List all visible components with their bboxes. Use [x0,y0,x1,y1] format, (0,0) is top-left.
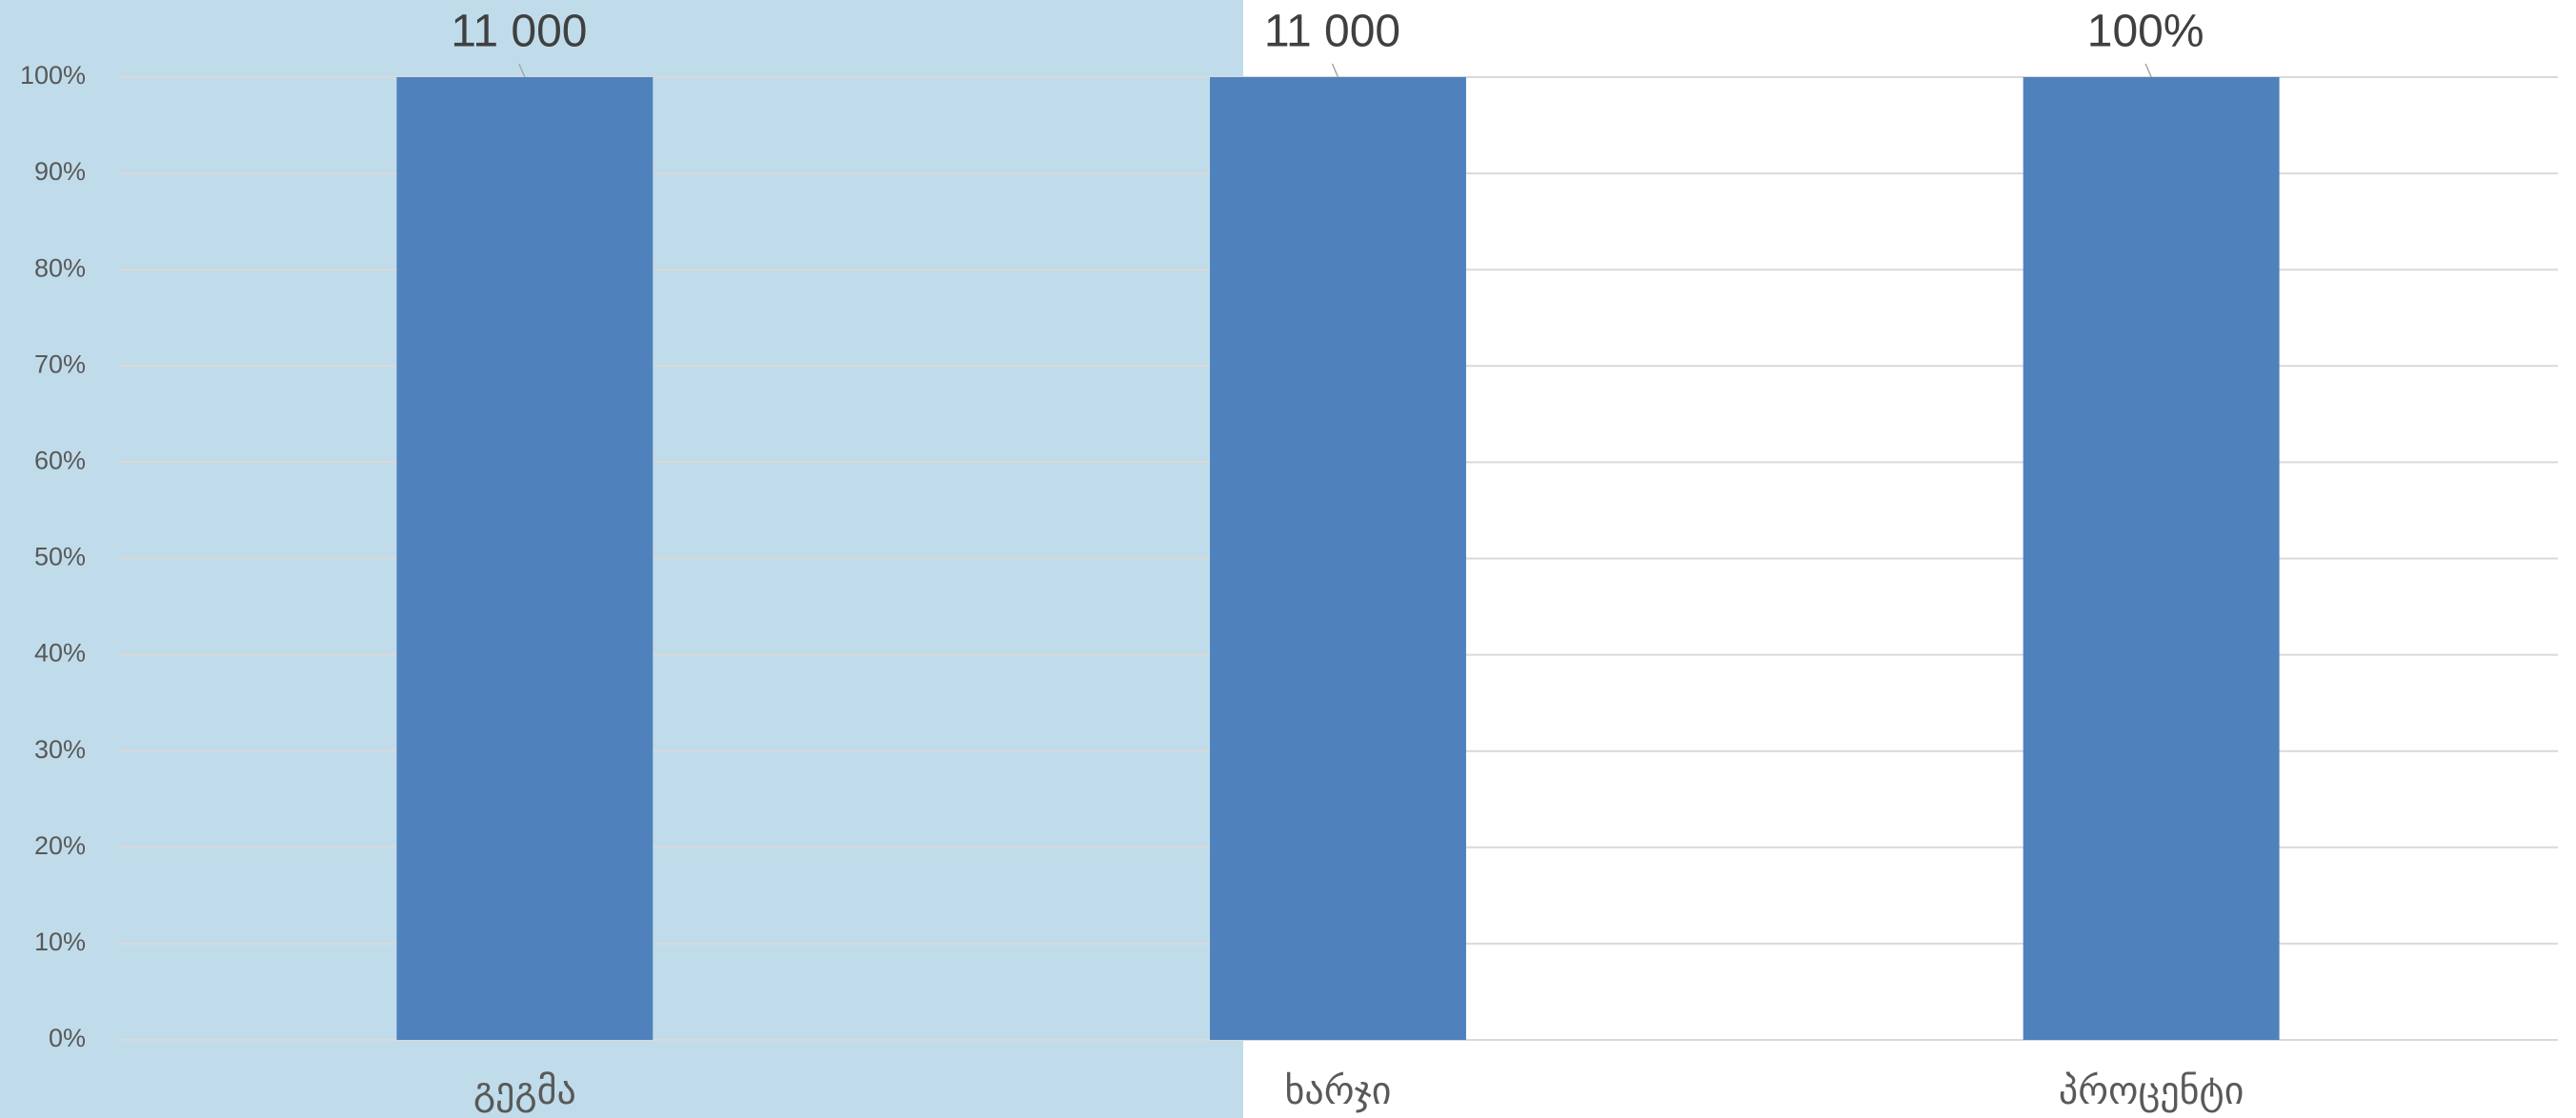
y-tick-label: 80% [34,253,86,282]
data-label: 100% [2087,7,2204,57]
bar [396,77,654,1040]
x-tick-label: ხარჯი [1285,1069,1392,1113]
y-tick-label: 70% [34,349,86,378]
bar [2023,77,2280,1040]
y-tick-label: 30% [34,735,86,764]
data-label: 11 000 [451,7,587,57]
x-tick-label: პროცენტი [2059,1069,2244,1113]
y-tick-label: 20% [34,831,86,860]
y-tick-label: 60% [34,447,86,475]
x-tick-label: გეგმა [473,1069,576,1113]
leader-line [518,63,526,78]
y-tick-label: 100% [20,61,86,90]
bar [1210,77,1466,1040]
y-tick-label: 40% [34,639,86,668]
data-label: 11 000 [1264,7,1400,57]
y-tick-label: 10% [34,928,86,956]
y-tick-label: 90% [34,157,86,186]
leader-line [1331,63,1339,78]
y-tick-label: 50% [34,543,86,571]
leader-line [2144,63,2152,78]
y-tick-label: 0% [49,1024,86,1052]
